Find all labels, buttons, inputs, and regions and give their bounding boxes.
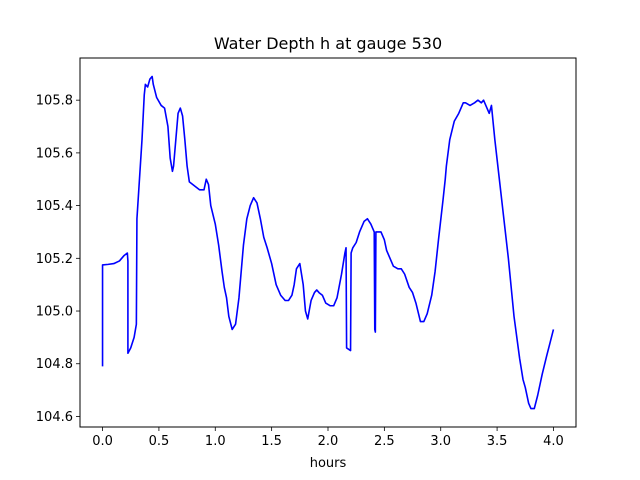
x-axis: 0.0 0.5 1.0 1.5 2.0 2.5 3.0 3.5 4.0 [92,427,564,449]
x-tick-label: 0.5 [149,434,170,449]
x-tick-label: 3.0 [430,434,451,449]
y-tick-label: 105.8 [36,94,73,109]
x-tick-label: 1.0 [205,434,226,449]
x-tick-label: 3.5 [487,434,508,449]
x-tick-label: 2.5 [374,434,395,449]
y-tick-label: 105.2 [36,252,73,267]
x-tick-label: 4.0 [543,434,564,449]
x-tick-label: 2.0 [318,434,339,449]
plot-frame [79,57,577,428]
x-tick-label: 1.5 [261,434,282,449]
y-tick-label: 105.6 [36,146,73,161]
chart-title: Water Depth h at gauge 530 [214,34,442,53]
y-axis: 104.6 104.8 105.0 105.2 105.4 105.6 105.8 [36,94,80,425]
x-tick-label: 0.0 [92,434,113,449]
series-line-h [101,75,555,410]
x-axis-label: hours [310,456,347,471]
plot-area [101,75,555,410]
y-tick-label: 105.0 [36,305,73,320]
y-tick-label: 104.6 [36,410,73,425]
y-tick-label: 104.8 [36,357,73,372]
y-tick-label: 105.4 [36,199,73,214]
